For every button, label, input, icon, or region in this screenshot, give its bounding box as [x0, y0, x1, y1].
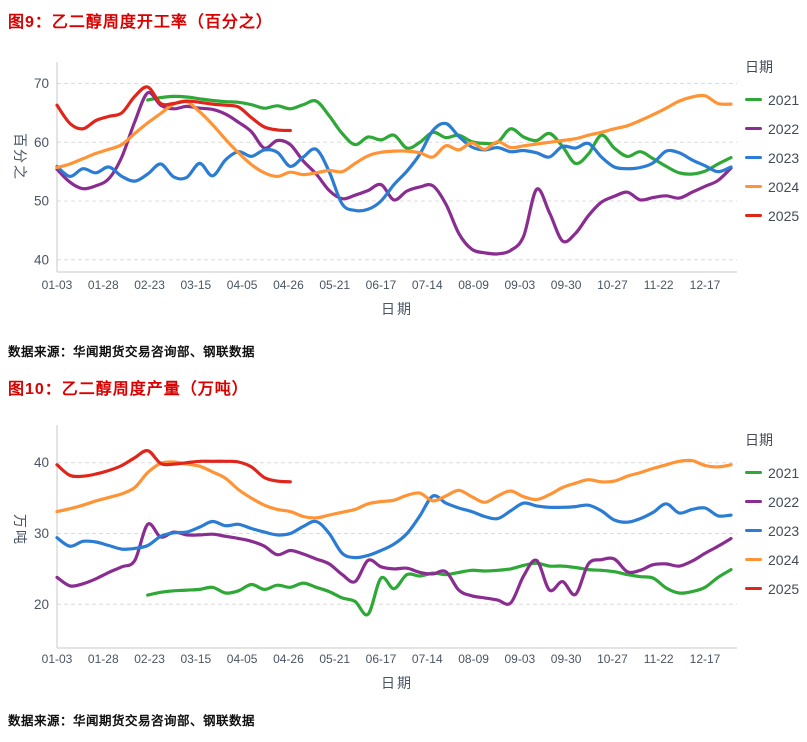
- y-tick-label: 20: [34, 597, 49, 612]
- x-tick-label: 09-30: [551, 278, 582, 292]
- x-tick-label: 03-15: [181, 278, 212, 292]
- x-tick-label: 06-17: [366, 278, 397, 292]
- x-tick-label: 04-26: [273, 652, 304, 666]
- x-tick-label: 11-22: [644, 278, 674, 292]
- x-tick-label: 08-09: [458, 652, 489, 666]
- x-tick-label: 12-17: [690, 652, 721, 666]
- legend-swatch-2024: [745, 557, 762, 562]
- series-line-2021: [146, 561, 733, 617]
- x-tick-label: 05-21: [319, 278, 350, 292]
- legend-item-2025: 2025: [745, 201, 805, 230]
- x-tick-label: 01-03: [42, 652, 73, 666]
- series-line-2025: [55, 449, 292, 484]
- series-line-2024: [55, 93, 733, 178]
- legend-swatch-2021: [745, 97, 762, 102]
- y-tick-label: 30: [34, 526, 49, 541]
- x-tick-label: 10-27: [597, 278, 628, 292]
- legend-item-2024: 2024: [745, 172, 805, 201]
- legend-item-2024: 2024: [745, 545, 805, 574]
- chart2-plot-area: 20 30 40 01-03 01-28 02-23 03-15 04-05 04-26 05-2…: [34, 425, 737, 691]
- legend-item-2023: 2023: [745, 143, 805, 172]
- chart2-y-axis-title: 万吨: [12, 514, 28, 546]
- chart2-production: 20 30 40 01-03 01-28 02-23 03-15 04-05 04-26 05-2…: [0, 420, 807, 712]
- legend-item-2022: 2022: [745, 114, 805, 143]
- legend-swatch-2021: [745, 470, 762, 475]
- legend-item-2021: 2021: [745, 458, 805, 487]
- legend-swatch-2023: [745, 528, 762, 533]
- x-tick-label: 04-05: [227, 278, 258, 292]
- chart1-operating-rate: 40 50 60 70 01-03 01-28 02-23 03-15 04-05 04-26 05…: [0, 55, 807, 345]
- legend-swatch-2025: [745, 586, 762, 591]
- legend-label-2023: 2023: [768, 149, 800, 166]
- x-tick-label: 07-14: [412, 652, 443, 666]
- legend-label-2023: 2023: [768, 522, 800, 539]
- chart1-plot-area: 40 50 60 70 01-03 01-28 02-23 03-15 04-05 04-26 05…: [34, 62, 737, 317]
- legend-label-2022: 2022: [768, 493, 800, 510]
- chart1-y-axis-title: 百分之: [12, 133, 28, 181]
- legend-swatch-2024: [745, 184, 762, 189]
- chart2-legend-title: 日期: [745, 432, 773, 448]
- x-tick-label: 10-27: [597, 652, 628, 666]
- chart2-title: 图10：乙二醇周度产量（万吨）: [8, 381, 249, 398]
- x-tick-label: 11-22: [644, 652, 674, 666]
- y-tick-label: 70: [34, 76, 49, 91]
- x-tick-label: 03-15: [181, 652, 212, 666]
- legend-item-2021: 2021: [745, 85, 805, 114]
- x-tick-label: 07-14: [412, 278, 443, 292]
- x-tick-label: 08-09: [458, 278, 489, 292]
- x-axis-title: 日期: [381, 675, 413, 691]
- legend-label-2021: 2021: [768, 464, 800, 481]
- x-tick-label: 04-05: [227, 652, 258, 666]
- y-tick-label: 40: [34, 455, 49, 470]
- legend-swatch-2022: [745, 499, 762, 504]
- x-tick-label: 09-03: [505, 652, 536, 666]
- x-tick-label: 12-17: [690, 278, 721, 292]
- x-tick-label: 06-17: [366, 652, 397, 666]
- legend-label-2025: 2025: [768, 580, 800, 597]
- legend-label-2024: 2024: [768, 178, 800, 195]
- y-tick-label: 50: [34, 194, 49, 209]
- x-tick-label: 01-28: [88, 652, 119, 666]
- legend-label-2022: 2022: [768, 120, 800, 137]
- x-tick-label: 01-28: [88, 278, 119, 292]
- chart2-legend: 日期 2021 2022 2023 2024 2025: [745, 430, 805, 603]
- chart1-legend-title: 日期: [745, 59, 773, 75]
- x-tick-label: 04-26: [273, 278, 304, 292]
- chart2-source: 数据来源：华闻期货交易咨询部、钢联数据: [8, 714, 256, 728]
- legend-item-2023: 2023: [745, 516, 805, 545]
- series-line-2022: [55, 90, 733, 256]
- legend-label-2024: 2024: [768, 551, 800, 568]
- legend-swatch-2022: [745, 126, 762, 131]
- legend-label-2025: 2025: [768, 207, 800, 224]
- chart1-legend: 日期 2021 2022 2023 2024 2025: [745, 57, 805, 230]
- x-tick-label: 05-21: [319, 652, 350, 666]
- legend-label-2021: 2021: [768, 91, 800, 108]
- y-tick-label: 60: [34, 135, 49, 150]
- legend-item-2025: 2025: [745, 574, 805, 603]
- x-tick-label: 02-23: [134, 278, 165, 292]
- x-tick-label: 09-03: [505, 278, 536, 292]
- legend-item-2022: 2022: [745, 487, 805, 516]
- series-line-2023: [55, 121, 733, 213]
- y-tick-label: 40: [34, 252, 49, 267]
- x-tick-label: 09-30: [551, 652, 582, 666]
- legend-swatch-2025: [745, 213, 762, 218]
- x-tick-label: 01-03: [42, 278, 73, 292]
- chart1-source: 数据来源：华闻期货交易咨询部、钢联数据: [8, 345, 256, 359]
- series-line-2021: [146, 94, 733, 176]
- series-line-2024: [55, 458, 733, 520]
- chart1-title: 图9：乙二醇周度开工率（百分之）: [8, 14, 273, 31]
- series-line-2025: [55, 85, 292, 133]
- x-tick-label: 02-23: [134, 652, 165, 666]
- series-line-2023: [55, 494, 733, 560]
- legend-swatch-2023: [745, 155, 762, 160]
- x-axis-title: 日期: [381, 301, 413, 317]
